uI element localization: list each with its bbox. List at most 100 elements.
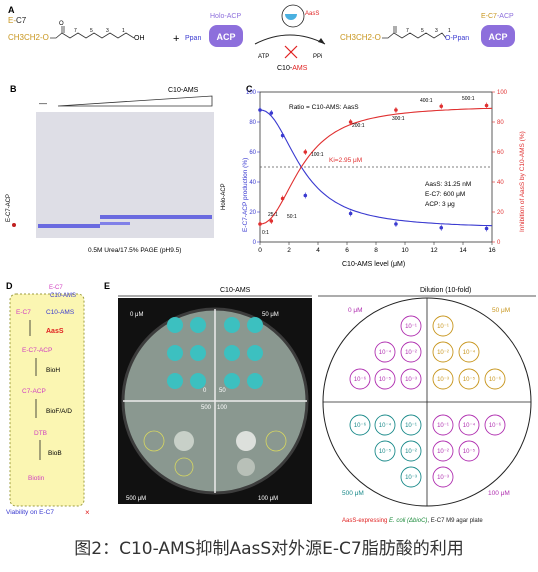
center-label: 50: [219, 388, 226, 394]
dilution-circle: [400, 341, 422, 363]
panel-e: E C10-AMS Dilution (10-fold) 0 μM 50 μM …: [100, 280, 538, 530]
panel-c-label: C: [246, 84, 253, 94]
dilution-circle: [374, 440, 396, 462]
diag-q-br: 100 μM: [488, 490, 510, 497]
x-tick-label: 14: [459, 247, 467, 254]
holo-acp-side: Holo-ACP: [221, 183, 227, 210]
dilution-label: 10⁻⁶: [489, 422, 502, 429]
rnum7: 7: [406, 28, 409, 34]
y-tick-label-left: 0: [253, 240, 257, 246]
dilution-label: 10⁻¹: [405, 423, 417, 429]
colony-spot: [190, 317, 206, 333]
x-tick-label: 16: [488, 247, 496, 254]
panel-b-label: B: [10, 84, 17, 94]
dilution-label: 10⁻¹: [405, 324, 417, 330]
x-tick-label: 0: [258, 247, 262, 254]
ratio-text: Ratio = C10-AMS: AasS: [289, 104, 359, 111]
colony-spot: [247, 317, 263, 333]
series-curve: [259, 109, 493, 227]
ec7-acp-marker: [12, 223, 16, 227]
diag-q-bl: 500 μM: [342, 490, 364, 497]
y-tick-label-right: 20: [497, 210, 504, 216]
dilution-circle: [458, 440, 480, 462]
pd-c7acp: C7-ACP: [22, 388, 46, 395]
dilution-circle: [400, 414, 422, 436]
panel-b-svg: B — C10-AMS E-C7-ACP Holo-ACP 0.5M Urea/…: [6, 84, 227, 254]
dilution-circle: [400, 440, 422, 462]
dilution-circle: [349, 414, 371, 436]
x-tick-label: 4: [316, 247, 320, 254]
dilution-label: 10⁻⁶: [354, 422, 367, 429]
panel-a: A E-C7 CH3CH2-O O OH 7 5 3 1 + Holo-ACP …: [0, 0, 538, 80]
dilution-circle: [432, 466, 454, 488]
ppi-label: PPi: [313, 54, 322, 60]
pd-aass: AasS: [46, 328, 64, 335]
e-c10-header: C10-AMS: [220, 287, 251, 294]
ratio-300: 300:1: [392, 116, 405, 122]
dilution-circle: [349, 368, 371, 390]
panel-c: C 0 2 4 6 8 10 12 14 16 0 0 20 20 40 40 60 60 80 80 100 100 …: [240, 82, 538, 272]
colony-spot: [247, 345, 263, 361]
colony-spot: [224, 317, 240, 333]
dilution-label: 10⁻¹: [437, 423, 449, 429]
ch3ch2o-right: CH3CH2-O: [340, 33, 381, 42]
dilution-label: 10⁻²: [437, 350, 449, 356]
colony-spot: [190, 345, 206, 361]
ec7-acp-side: E-C7-ACP: [6, 194, 12, 222]
gel-footer: 0.5M Urea/17.5% PAGE (pH9.5): [88, 247, 181, 254]
pd-biob: BioB: [48, 450, 62, 457]
colony-ring: [143, 430, 165, 452]
y-tick-label-right: 0: [497, 240, 501, 246]
y-tick-label-right: 100: [497, 90, 508, 96]
acp-box-left: [209, 25, 243, 47]
cond-ec7: E-C7: 600 μM: [425, 191, 465, 198]
num5: 5: [90, 28, 93, 34]
dilution-label: 10⁻³: [437, 377, 449, 383]
dilution-circle: [374, 368, 396, 390]
ratio-100: 100:1: [311, 152, 324, 158]
acp-left-text: ACP: [216, 32, 235, 42]
x-tick-label: 10: [401, 247, 409, 254]
colony-ring: [265, 430, 287, 452]
x-tick-label: 6: [345, 247, 349, 254]
panel-e-svg: E C10-AMS Dilution (10-fold) 0 μM 50 μM …: [104, 281, 536, 524]
dilution-circle: [432, 341, 454, 363]
holo-acp-label: Holo-ACP: [210, 13, 241, 20]
gel-image: [36, 112, 214, 238]
dilution-label: 10⁻⁶: [489, 376, 502, 383]
colony-spot-faint: [174, 431, 194, 451]
y-tick-label-left: 40: [249, 180, 256, 186]
dilution-circle: [374, 414, 396, 436]
ratio-50: 50:1: [287, 214, 297, 220]
ratio-200: 200:1: [352, 123, 365, 129]
dilution-label: 10⁻³: [437, 475, 449, 481]
pd-ec7acp: E-C7-ACP: [22, 347, 52, 354]
dilution-label: 10⁻¹: [437, 324, 449, 330]
gel-band-left: [38, 224, 100, 228]
y-tick-label-right: 60: [497, 150, 504, 156]
ylabel-left: E-C7-ACP production (%): [242, 158, 249, 232]
plate-q-br: 100 μM: [258, 496, 278, 502]
num3: 3: [106, 28, 109, 34]
ratio-25: 25:1: [268, 212, 278, 218]
aass-label: AasS: [305, 11, 319, 17]
x-tick-label: 8: [374, 247, 378, 254]
gel-dash: —: [39, 99, 47, 108]
plate-q-tr: 50 μM: [262, 312, 279, 318]
dilution-label: 10⁻⁴: [379, 349, 392, 356]
e-dilution-header: Dilution (10-fold): [420, 287, 471, 294]
ec7-acp-label: E-C7-ACP: [481, 13, 514, 20]
dilution-circle: [458, 368, 480, 390]
o-ppan: O-Ppan: [445, 35, 469, 42]
ec7-title: E-C7: [8, 16, 27, 25]
figure-caption: 图2：C10-AMS抑制AasS对外源E-C7脂肪酸的利用: [74, 539, 464, 559]
num1: 1: [122, 28, 125, 34]
colony-spot: [167, 317, 183, 333]
y-tick-label-left: 60: [249, 150, 256, 156]
center-label: 0: [203, 388, 207, 394]
rnum5: 5: [421, 28, 424, 34]
gel-band-upper: [100, 215, 212, 219]
colony-spot-faint: [237, 458, 255, 476]
panel-d-label: D: [6, 281, 13, 291]
